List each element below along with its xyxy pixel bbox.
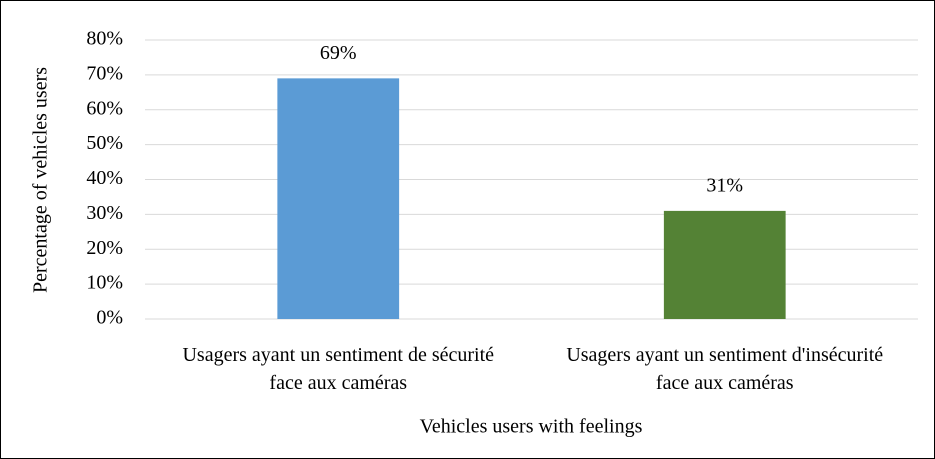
data-label: 69%	[320, 42, 357, 64]
y-tick-label: 60%	[86, 97, 123, 119]
bar	[663, 210, 786, 319]
y-tick-label: 80%	[86, 28, 123, 50]
y-tick-label: 50%	[86, 132, 123, 154]
bar	[277, 78, 400, 319]
y-tick-label: 0%	[96, 307, 123, 329]
y-tick-label: 40%	[86, 167, 123, 189]
y-tick-label: 10%	[86, 272, 123, 294]
y-tick-label: 30%	[86, 202, 123, 224]
data-label: 31%	[706, 174, 743, 196]
y-tick-label: 70%	[86, 62, 123, 84]
x-axis-title: Vehicles users with feelings	[420, 416, 643, 438]
x-tick-label: Usagers ayant un sentiment de sécurité f…	[182, 344, 495, 394]
y-axis-title: Percentage of vehicles users	[30, 67, 52, 293]
x-tick-label: Usagers ayant un sentiment d'insécurité …	[566, 344, 884, 394]
y-tick-label: 20%	[86, 237, 123, 259]
